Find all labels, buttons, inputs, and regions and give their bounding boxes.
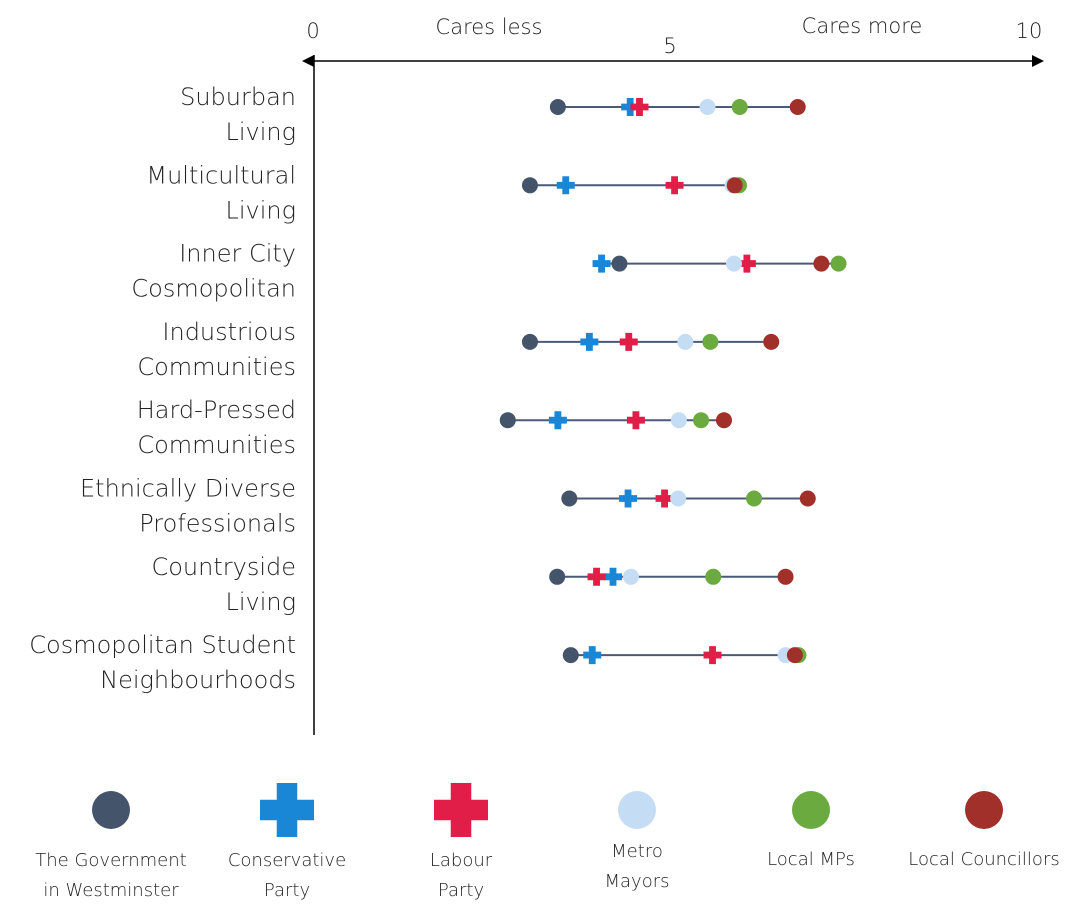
point-conservative-party [548,411,567,430]
point-metro-mayors [726,255,743,272]
point-metro-mayors [699,99,716,115]
legend-label-line: Local Councillors [908,849,1059,870]
cares-less-caption: Cares less [436,15,543,39]
point-local-mps [693,412,710,429]
cares-more-caption: Cares more [802,14,923,38]
legend-local-mps-icon [792,791,830,829]
category-row [562,646,807,665]
point-conservative-party [592,254,611,273]
legend-item-conservative-party: Conservative Party [228,783,346,901]
legend-label-line: Metro [611,841,663,862]
category-label-line: Ethnically Diverse [80,475,296,503]
category-row [592,254,847,273]
category-row [549,98,806,116]
x-tick-label-10: 10 [1016,19,1043,43]
point-the-government-in-westminster [521,177,538,194]
point-labour-party [703,646,722,665]
point-labour-party [665,176,684,195]
point-local-councillors [726,177,743,194]
point-local-councillors [715,412,732,429]
point-local-councillors [763,333,780,350]
point-local-councillors [813,255,830,272]
point-labour-party [587,567,606,586]
point-labour-party [626,411,645,430]
legend-labour-party-icon [434,783,488,837]
x-tick-label-5: 5 [663,34,676,58]
category-label-line: Cosmopolitan Student [29,631,296,659]
legend-label-line: The Government [35,850,186,871]
category-label-line: Professionals [139,510,296,538]
legend-label-line: Party [264,880,310,901]
point-conservative-party [604,567,623,586]
legend-conservative-party-icon [260,783,314,837]
legend-label-line: Labour [430,850,493,871]
category-label-line: Neighbourhoods [100,666,296,694]
point-local-mps [746,490,763,507]
point-local-mps [830,255,847,272]
legend-label-line: Local MPs [767,849,855,870]
category-labels: Suburban Living Multicultural Living Inner C… [29,83,296,694]
legend-item-local-councillors: Local Councillors [908,791,1060,870]
point-the-government-in-westminster [562,647,579,664]
point-the-government-in-westminster [561,490,578,507]
category-label-line: Countryside [151,553,296,581]
category-label-line: Communities [137,353,296,381]
point-labour-party [655,489,674,508]
category-label-line: Living [225,118,296,146]
point-conservative-party [580,332,599,351]
point-the-government-in-westminster [521,333,538,350]
point-local-mps [731,99,748,115]
x-tick-label-0: 0 [306,19,319,43]
category-label-line: Living [225,196,296,224]
point-metro-mayors [670,490,687,507]
legend-item-metro-mayors: Metro Mayors [604,791,670,892]
point-conservative-party [583,646,602,665]
point-labour-party [630,98,649,116]
category-label-line: Living [225,588,296,616]
point-metro-mayors [677,333,694,350]
point-conservative-party [619,489,638,508]
point-the-government-in-westminster [611,255,628,272]
legend-metro-mayors-icon [618,791,656,829]
legend-label-line: in Westminster [43,880,179,901]
legend-label-line: Conservative [228,850,346,871]
point-the-government-in-westminster [549,99,566,115]
point-labour-party [737,254,756,273]
category-label-line: Cosmopolitan [131,275,296,303]
point-metro-mayors [622,568,639,585]
category-label-line: Multicultural [146,161,296,189]
category-label-line: Inner City [179,240,296,268]
point-local-councillors [777,568,794,585]
point-metro-mayors [670,412,687,429]
legend: The Government in Westminster Conservative… [35,783,1060,901]
legend-item-labour-party: Labour Party [430,783,493,901]
category-label-line: Communities [137,431,296,459]
point-local-councillors [799,490,816,507]
point-the-government-in-westminster [499,412,516,429]
point-conservative-party [621,98,640,116]
category-row [499,411,732,430]
plot-area [499,98,847,665]
legend-label-line: Party [438,880,484,901]
point-conservative-party [556,176,575,195]
legend-label-line: Mayors [604,871,669,892]
category-label-line: Industrious [162,318,296,346]
category-row [521,332,780,351]
point-labour-party [619,332,638,351]
legend-local-councillors-icon [965,791,1003,829]
legend-item-local-mps: Local MPs [767,791,855,870]
point-local-councillors [789,99,806,115]
category-row [549,567,794,586]
legend-the-government-in-westminster-icon [92,791,130,829]
legend-item-the-government-in-westminster: The Government in Westminster [35,791,187,901]
point-the-government-in-westminster [549,568,566,585]
category-label-line: Hard-Pressed [137,396,296,424]
point-local-mps [702,333,719,350]
category-row [561,489,816,508]
point-local-mps [705,568,722,585]
category-label-line: Suburban [180,83,296,111]
point-local-councillors [786,647,803,664]
category-row [521,176,748,195]
